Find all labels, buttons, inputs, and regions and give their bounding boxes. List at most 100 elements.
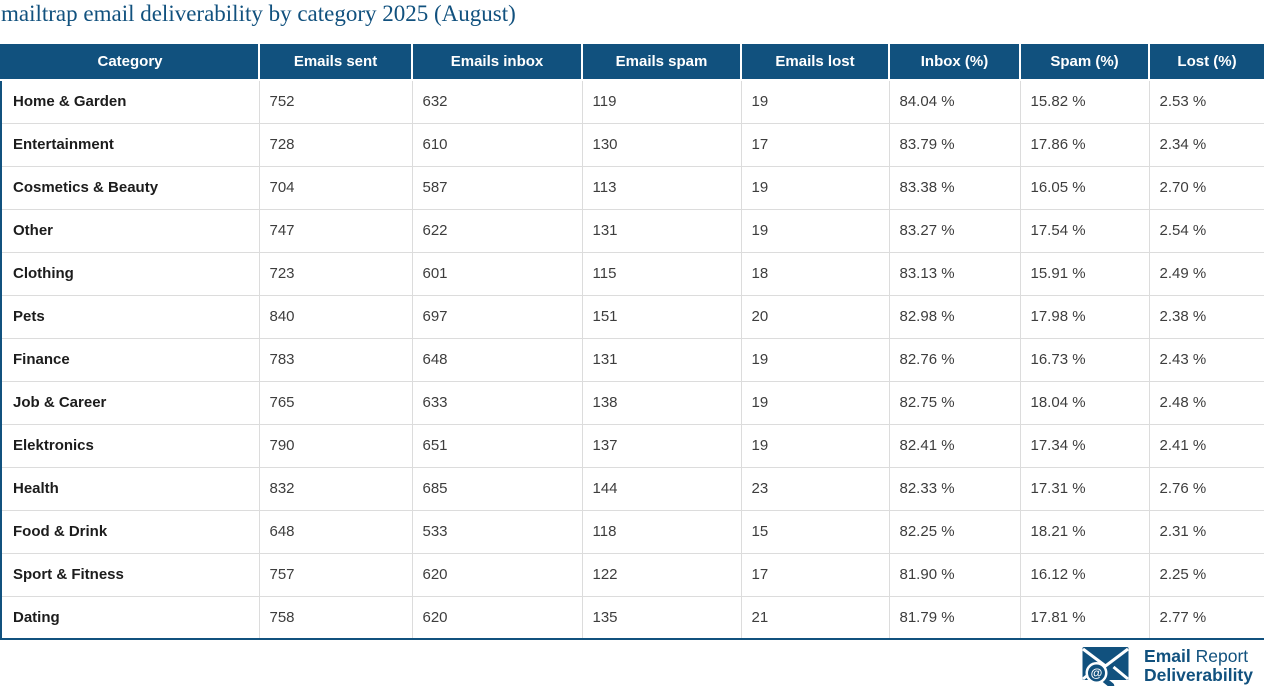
table-header-row: Category Emails sent Emails inbox Emails sp… <box>1 44 1264 81</box>
value-cell: 82.25 % <box>888 509 1020 553</box>
value-cell: 131 <box>581 337 741 381</box>
table-row: Entertainment 728 610 130 17 83.79 % 17.86 % 2.… <box>1 122 1264 166</box>
value-cell: 81.79 % <box>888 595 1020 639</box>
column-header: Inbox (%) <box>888 44 1020 81</box>
value-cell: 632 <box>411 80 582 123</box>
value-cell: 2.54 % <box>1148 208 1264 252</box>
value-cell: 17.98 % <box>1019 294 1149 338</box>
value-cell: 17.34 % <box>1019 423 1149 467</box>
table-row: Sport & Fitness 757 620 122 17 81.90 % 16.12 %… <box>1 552 1264 596</box>
value-cell: 151 <box>581 294 741 338</box>
value-cell: 2.31 % <box>1148 509 1264 553</box>
value-cell: 20 <box>740 294 889 338</box>
value-cell: 704 <box>258 165 412 209</box>
value-cell: 144 <box>581 466 741 510</box>
value-cell: 17 <box>740 122 889 166</box>
value-cell: 84.04 % <box>888 80 1020 123</box>
value-cell: 790 <box>258 423 412 467</box>
value-cell: 15 <box>740 509 889 553</box>
value-cell: 651 <box>411 423 582 467</box>
value-cell: 765 <box>258 380 412 424</box>
table-row: Dating 758 620 135 21 81.79 % 17.81 % 2.77 % <box>1 595 1264 639</box>
table-row: Other 747 622 131 19 83.27 % 17.54 % 2.54 % <box>1 208 1264 252</box>
column-header: Lost (%) <box>1148 44 1264 81</box>
brand-line-1: Email Report <box>1144 647 1253 666</box>
value-cell: 138 <box>581 380 741 424</box>
category-cell: Pets <box>1 294 259 338</box>
value-cell: 122 <box>581 552 741 596</box>
column-header: Emails sent <box>258 44 412 81</box>
value-cell: 2.49 % <box>1148 251 1264 295</box>
value-cell: 757 <box>258 552 412 596</box>
brand-word-email: Email <box>1144 646 1191 666</box>
value-cell: 137 <box>581 423 741 467</box>
value-cell: 82.76 % <box>888 337 1020 381</box>
value-cell: 18.04 % <box>1019 380 1149 424</box>
value-cell: 118 <box>581 509 741 553</box>
value-cell: 17.81 % <box>1019 595 1149 639</box>
value-cell: 533 <box>411 509 582 553</box>
value-cell: 2.41 % <box>1148 423 1264 467</box>
value-cell: 587 <box>411 165 582 209</box>
value-cell: 752 <box>258 80 412 123</box>
brand-word-report: Report <box>1195 646 1249 666</box>
category-cell: Home & Garden <box>1 80 259 123</box>
value-cell: 83.79 % <box>888 122 1020 166</box>
value-cell: 840 <box>258 294 412 338</box>
value-cell: 19 <box>740 423 889 467</box>
at-symbol: @ <box>1091 666 1103 680</box>
table-row: Cosmetics & Beauty 704 587 113 19 83.38 % 16.0… <box>1 165 1264 209</box>
category-cell: Cosmetics & Beauty <box>1 165 259 209</box>
value-cell: 15.91 % <box>1019 251 1149 295</box>
value-cell: 130 <box>581 122 741 166</box>
value-cell: 19 <box>740 165 889 209</box>
table-row: Health 832 685 144 23 82.33 % 17.31 % 2.76 % <box>1 466 1264 510</box>
column-header: Category <box>1 44 259 81</box>
value-cell: 697 <box>411 294 582 338</box>
value-cell: 19 <box>740 337 889 381</box>
table-row: Finance 783 648 131 19 82.76 % 16.73 % 2.43 % <box>1 337 1264 381</box>
category-cell: Other <box>1 208 259 252</box>
value-cell: 135 <box>581 595 741 639</box>
category-cell: Elektronics <box>1 423 259 467</box>
category-cell: Job & Career <box>1 380 259 424</box>
value-cell: 17 <box>740 552 889 596</box>
value-cell: 2.43 % <box>1148 337 1264 381</box>
value-cell: 648 <box>258 509 412 553</box>
value-cell: 82.41 % <box>888 423 1020 467</box>
category-cell: Health <box>1 466 259 510</box>
value-cell: 2.70 % <box>1148 165 1264 209</box>
value-cell: 18.21 % <box>1019 509 1149 553</box>
table-row: Elektronics 790 651 137 19 82.41 % 17.34 % 2.41… <box>1 423 1264 467</box>
table-row: Pets 840 697 151 20 82.98 % 17.98 % 2.38 % <box>1 294 1264 338</box>
table-row: Food & Drink 648 533 118 15 82.25 % 18.21 % 2.3… <box>1 509 1264 553</box>
value-cell: 119 <box>581 80 741 123</box>
value-cell: 16.05 % <box>1019 165 1149 209</box>
value-cell: 82.33 % <box>888 466 1020 510</box>
brand-logo[interactable]: @ Email Report Deliverability <box>1082 646 1253 686</box>
column-header: Emails inbox <box>411 44 582 81</box>
category-cell: Food & Drink <box>1 509 259 553</box>
value-cell: 82.98 % <box>888 294 1020 338</box>
deliverability-table: Category Emails sent Emails inbox Emails sp… <box>0 44 1264 640</box>
value-cell: 18 <box>740 251 889 295</box>
table-body: Home & Garden 752 632 119 19 84.04 % 15.82 % 2.… <box>1 80 1264 639</box>
page-title: mailtrap email deliverability by categor… <box>1 1 516 26</box>
value-cell: 81.90 % <box>888 552 1020 596</box>
value-cell: 2.53 % <box>1148 80 1264 123</box>
value-cell: 685 <box>411 466 582 510</box>
value-cell: 2.48 % <box>1148 380 1264 424</box>
value-cell: 832 <box>258 466 412 510</box>
value-cell: 131 <box>581 208 741 252</box>
table-row: Clothing 723 601 115 18 83.13 % 15.91 % 2.49 % <box>1 251 1264 295</box>
value-cell: 16.12 % <box>1019 552 1149 596</box>
column-header: Spam (%) <box>1019 44 1149 81</box>
value-cell: 17.31 % <box>1019 466 1149 510</box>
value-cell: 17.86 % <box>1019 122 1149 166</box>
value-cell: 2.38 % <box>1148 294 1264 338</box>
value-cell: 648 <box>411 337 582 381</box>
value-cell: 115 <box>581 251 741 295</box>
value-cell: 82.75 % <box>888 380 1020 424</box>
value-cell: 19 <box>740 208 889 252</box>
category-cell: Clothing <box>1 251 259 295</box>
